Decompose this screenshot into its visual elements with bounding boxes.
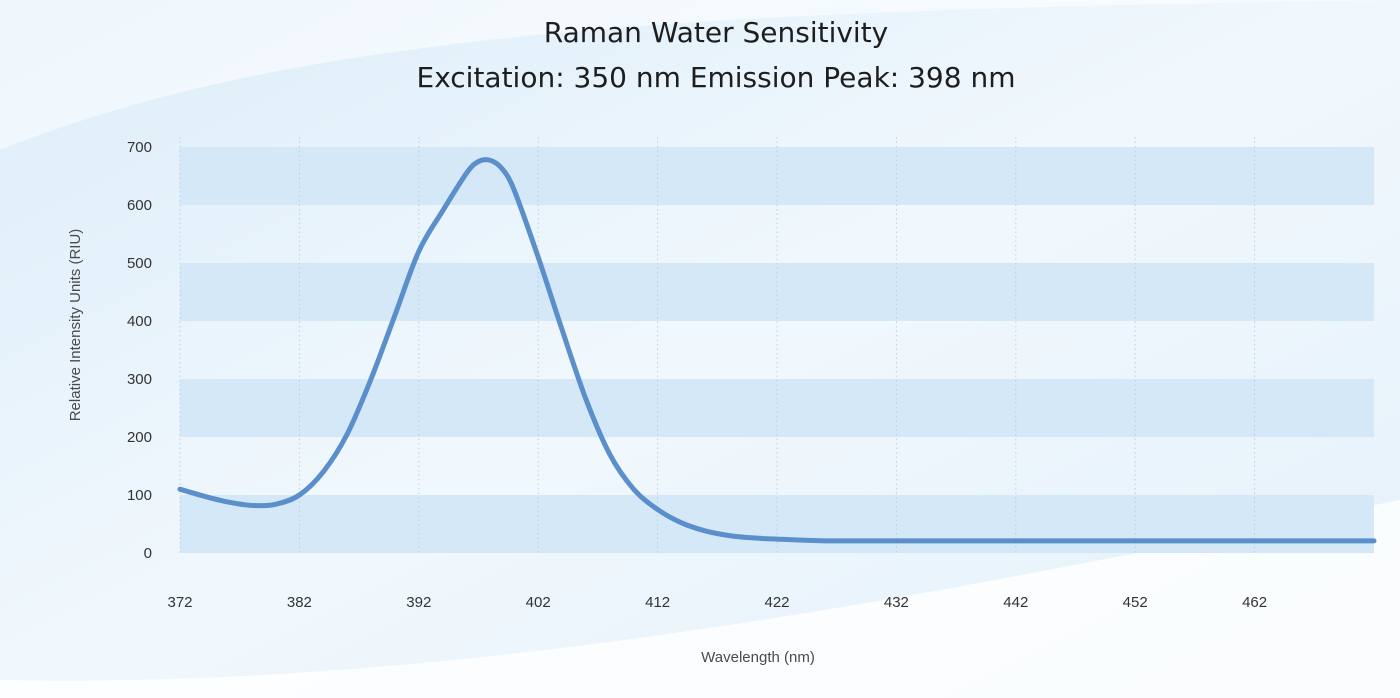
x-axis-ticks: 372 382 392 402 412 422 432 442 452 462	[167, 594, 1267, 611]
x-tick-label: 382	[287, 594, 312, 611]
y-axis-title: Relative Intensity Units (RIU)	[67, 229, 84, 422]
y-tick-label: 0	[144, 545, 152, 562]
background-swoosh-top	[0, 0, 1400, 150]
x-tick-label: 432	[884, 594, 909, 611]
y-tick-label: 600	[127, 197, 152, 214]
x-tick-label: 422	[764, 594, 789, 611]
chart-title: Raman Water Sensitivity	[544, 16, 889, 49]
x-tick-label: 402	[526, 594, 551, 611]
series-line-raman-water	[177, 157, 1377, 544]
x-tick-label: 392	[406, 594, 431, 611]
y-tick-label: 700	[127, 139, 152, 156]
x-axis-title: Wavelength (nm)	[701, 649, 815, 666]
x-tick-label: 452	[1123, 594, 1148, 611]
x-tick-label: 442	[1003, 594, 1028, 611]
y-tick-label: 400	[127, 313, 152, 330]
y-tick-label: 500	[127, 255, 152, 272]
background-swoosh-bottom	[0, 500, 1400, 698]
x-tick-label: 412	[645, 594, 670, 611]
series-layer	[177, 157, 1377, 544]
y-tick-label: 300	[127, 371, 152, 388]
chart-subtitle: Excitation: 350 nm Emission Peak: 398 nm	[417, 61, 1016, 94]
grid-band	[180, 147, 1374, 205]
x-tick-label: 372	[167, 594, 192, 611]
y-tick-label: 100	[127, 487, 152, 504]
vertical-gridlines	[179, 137, 1256, 553]
y-tick-label: 200	[127, 429, 152, 446]
grid-band	[180, 263, 1374, 321]
x-tick-label: 462	[1242, 594, 1267, 611]
y-axis-ticks: 0 100 200 300 400 500 600 700	[127, 139, 152, 562]
